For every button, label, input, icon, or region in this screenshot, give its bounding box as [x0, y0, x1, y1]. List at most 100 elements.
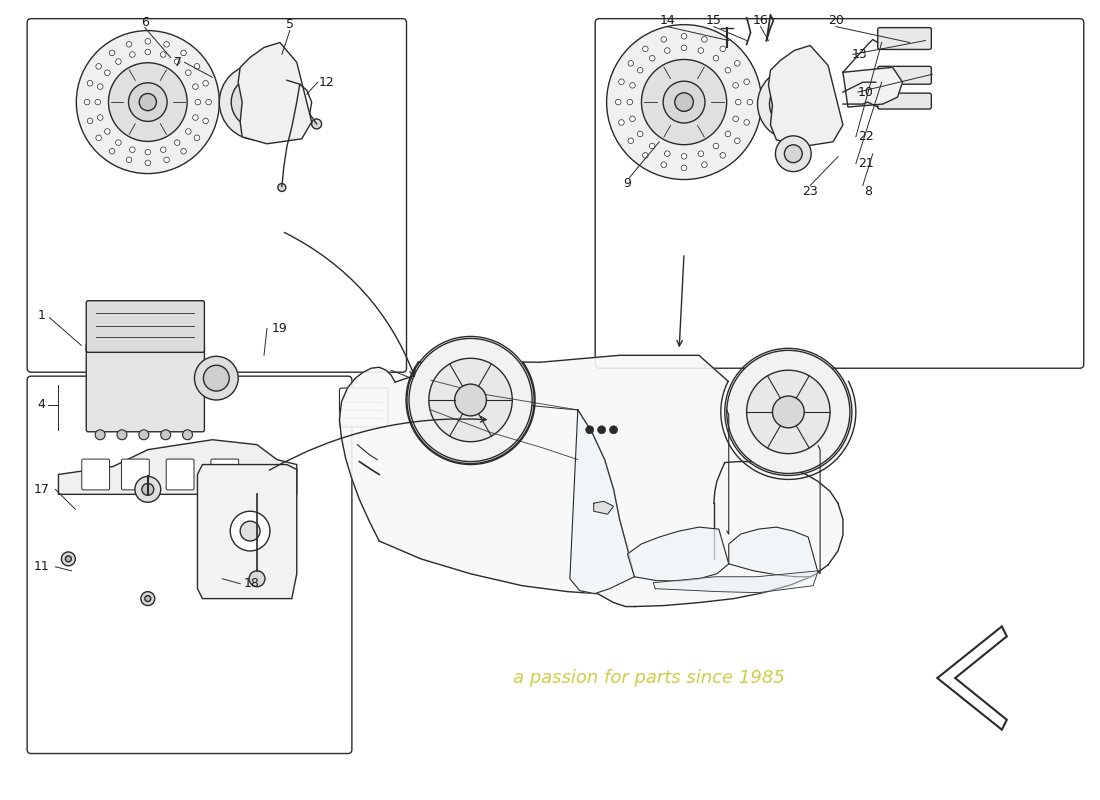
Circle shape [618, 120, 624, 126]
Text: 20: 20 [828, 14, 844, 27]
Text: 5: 5 [286, 18, 294, 31]
Circle shape [735, 138, 740, 143]
Circle shape [681, 154, 686, 159]
Text: 1: 1 [37, 309, 45, 322]
Circle shape [597, 426, 606, 434]
Circle shape [609, 426, 617, 434]
Text: 19: 19 [272, 322, 288, 335]
Polygon shape [937, 626, 1006, 730]
Text: 22: 22 [858, 130, 873, 143]
Polygon shape [239, 42, 311, 144]
Circle shape [219, 64, 295, 140]
Text: a passion for parts since 1985: a passion for parts since 1985 [514, 669, 785, 687]
Circle shape [135, 477, 161, 502]
Circle shape [649, 143, 654, 149]
Circle shape [87, 81, 92, 86]
Circle shape [226, 552, 239, 566]
Circle shape [725, 131, 730, 137]
Circle shape [85, 99, 90, 105]
Circle shape [454, 384, 486, 416]
FancyBboxPatch shape [878, 93, 932, 109]
Polygon shape [340, 355, 856, 606]
Text: 15: 15 [706, 14, 722, 27]
FancyBboxPatch shape [81, 459, 110, 490]
Circle shape [141, 592, 155, 606]
Circle shape [735, 61, 740, 66]
Circle shape [249, 571, 265, 586]
Circle shape [725, 67, 730, 73]
Circle shape [770, 80, 817, 128]
FancyBboxPatch shape [878, 28, 932, 50]
Polygon shape [627, 527, 728, 581]
Circle shape [720, 46, 726, 51]
Text: 7: 7 [174, 56, 182, 69]
Circle shape [145, 596, 151, 602]
Text: 8: 8 [864, 185, 872, 198]
Circle shape [202, 118, 208, 124]
Circle shape [681, 165, 686, 170]
Circle shape [229, 556, 235, 562]
Circle shape [116, 59, 121, 64]
Circle shape [87, 118, 92, 124]
Circle shape [96, 430, 106, 440]
Circle shape [637, 131, 644, 137]
Circle shape [278, 183, 286, 191]
Text: 12: 12 [319, 76, 334, 89]
Circle shape [202, 81, 208, 86]
Circle shape [733, 82, 738, 88]
Circle shape [145, 150, 151, 155]
Text: 11: 11 [34, 560, 50, 574]
Circle shape [702, 162, 707, 167]
FancyBboxPatch shape [166, 459, 194, 490]
Circle shape [780, 91, 806, 117]
Circle shape [744, 120, 749, 126]
FancyBboxPatch shape [340, 388, 388, 427]
Circle shape [195, 63, 200, 69]
Circle shape [95, 99, 100, 105]
Circle shape [104, 129, 110, 134]
Circle shape [126, 157, 132, 162]
Circle shape [713, 55, 718, 61]
Text: 6: 6 [141, 16, 149, 29]
Circle shape [161, 147, 166, 153]
Circle shape [183, 430, 192, 440]
Circle shape [629, 116, 636, 122]
Text: 18: 18 [244, 578, 260, 590]
FancyBboxPatch shape [86, 343, 205, 432]
Circle shape [733, 116, 738, 122]
Circle shape [311, 119, 321, 129]
Circle shape [145, 50, 151, 55]
Circle shape [747, 370, 830, 454]
Circle shape [664, 151, 670, 157]
Text: 16: 16 [752, 14, 769, 27]
Circle shape [713, 143, 718, 149]
Polygon shape [843, 67, 902, 107]
Text: 23: 23 [802, 185, 818, 198]
Circle shape [674, 93, 693, 111]
Circle shape [195, 135, 200, 141]
Circle shape [661, 162, 667, 167]
Circle shape [76, 30, 219, 174]
Circle shape [192, 114, 198, 120]
Circle shape [664, 48, 670, 54]
Circle shape [126, 42, 132, 47]
Circle shape [642, 153, 648, 158]
Circle shape [145, 160, 151, 166]
Circle shape [429, 358, 513, 442]
Circle shape [129, 82, 167, 122]
Polygon shape [570, 410, 635, 594]
Circle shape [628, 138, 634, 143]
Text: 21: 21 [858, 157, 873, 170]
Circle shape [744, 79, 749, 85]
Circle shape [62, 552, 75, 566]
Circle shape [116, 140, 121, 146]
Circle shape [140, 94, 156, 110]
Circle shape [164, 157, 169, 162]
Circle shape [231, 76, 283, 128]
Circle shape [661, 37, 667, 42]
Circle shape [727, 350, 850, 474]
FancyBboxPatch shape [86, 301, 205, 352]
Polygon shape [728, 527, 818, 577]
Circle shape [180, 50, 186, 56]
Circle shape [142, 483, 154, 495]
